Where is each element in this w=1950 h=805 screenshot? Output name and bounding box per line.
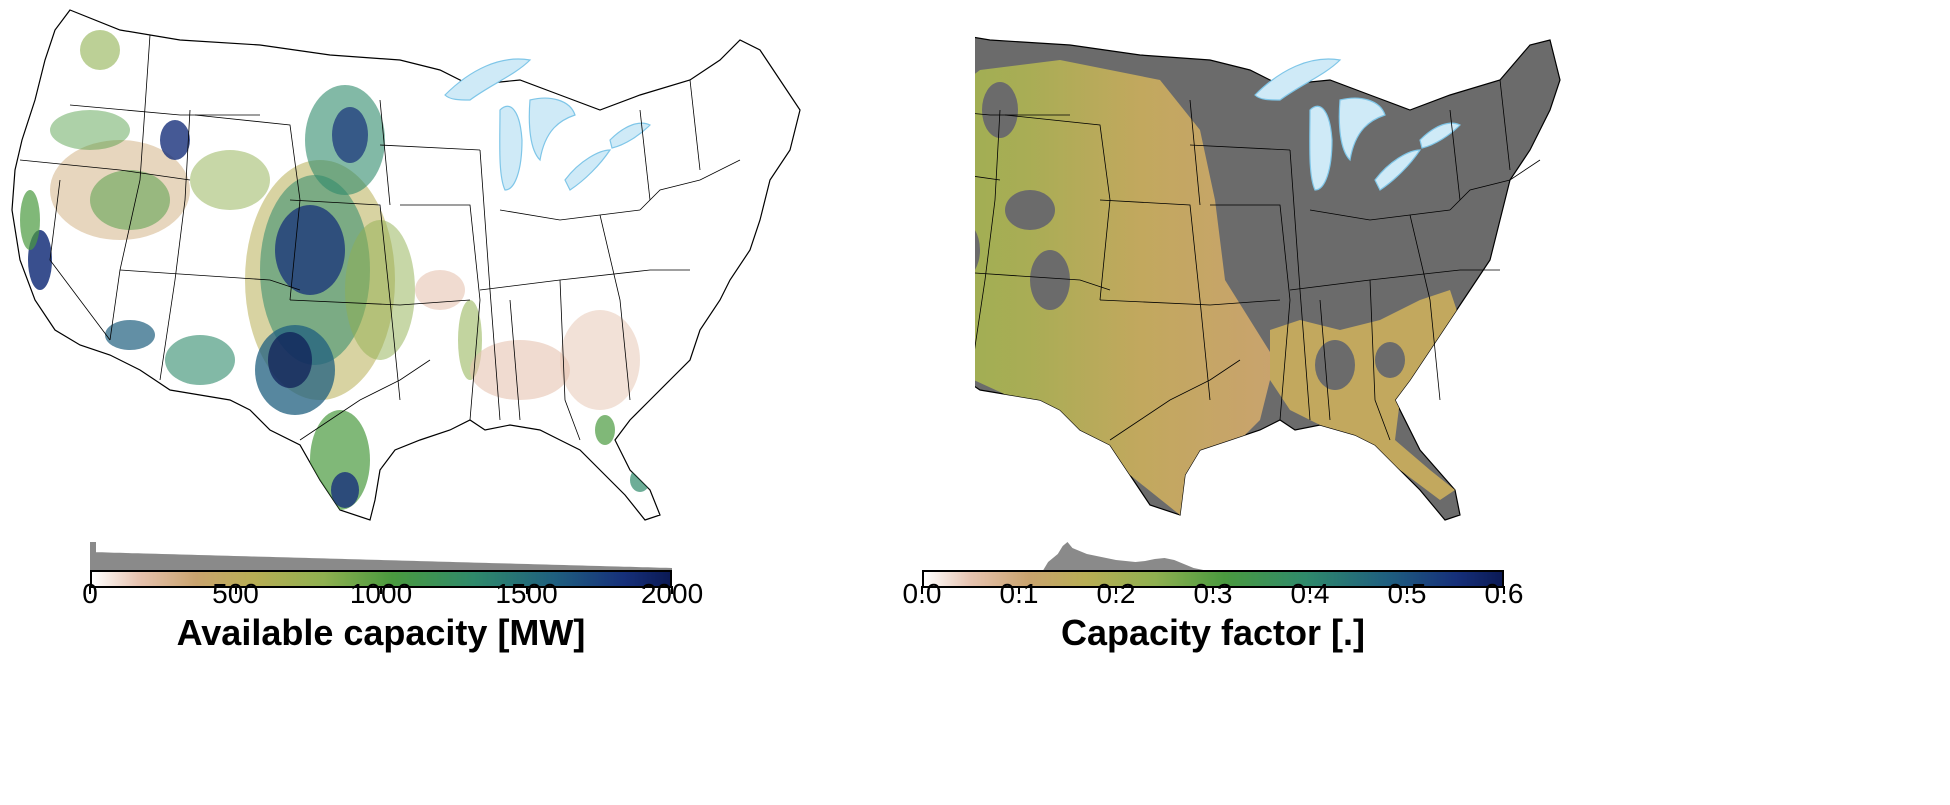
colorbar-tick (1406, 586, 1408, 594)
colorbar-tick-label: 0.6 (1484, 578, 1524, 609)
capacity-heat-blobs (20, 30, 650, 510)
region-borders (975, 79, 1541, 441)
available-capacity-panel: 0 500 1000 1500 2000 Available capacity [MW] (11, 9, 801, 653)
colorbar-tick (671, 586, 673, 594)
capacity-histogram (90, 542, 672, 570)
capacity-factor-histogram (1043, 542, 1204, 570)
capacity-factor-fill (975, 60, 1460, 515)
colorbar-tick (1115, 586, 1117, 594)
colorbar-tick (1212, 586, 1214, 594)
capacity-factor-panel: 0.0 0.1 0.2 0.3 0.4 0.5 0.6 Capacity factor [.… (903, 0, 1950, 805)
available-capacity-map (11, 9, 801, 521)
colorbar-tick-label: 1000 (349, 578, 413, 609)
colorbar-tick (234, 586, 237, 594)
great-lakes (1254, 58, 1462, 191)
colorbar-tick-label: 2000 (640, 578, 704, 609)
colorbar-tick (89, 586, 91, 594)
colorbar-tick (921, 586, 923, 594)
capacity-factor-colorbar-title: Capacity factor [.] (1060, 612, 1366, 653)
colorbar-tick-label: 1500 (495, 578, 558, 609)
colorbar-tick (525, 586, 528, 594)
colorbar-tick (1309, 586, 1311, 594)
great-lakes (444, 58, 652, 191)
capacity-factor-map (975, 9, 1561, 521)
colorbar-tick (380, 586, 382, 594)
capacity-colorbar-title: Available capacity [MW] (176, 612, 586, 653)
colorbar-tick-label: 500 (212, 578, 259, 609)
colorbar-tick-label: 0.2 (1096, 578, 1136, 609)
region-borders (19, 34, 741, 441)
colorbar-tick-label: 0.4 (1290, 578, 1330, 609)
colorbar-tick (1503, 586, 1505, 594)
colorbar-tick-label: 0.1 (999, 578, 1039, 609)
colorbar-tick-label: 0 (82, 578, 98, 609)
colorbar-tick (1018, 586, 1020, 594)
colorbar-tick-label: 0.0 (902, 578, 942, 609)
colorbar-tick-label: 0.3 (1193, 578, 1233, 609)
colorbar-tick-label: 0.5 (1387, 578, 1427, 609)
